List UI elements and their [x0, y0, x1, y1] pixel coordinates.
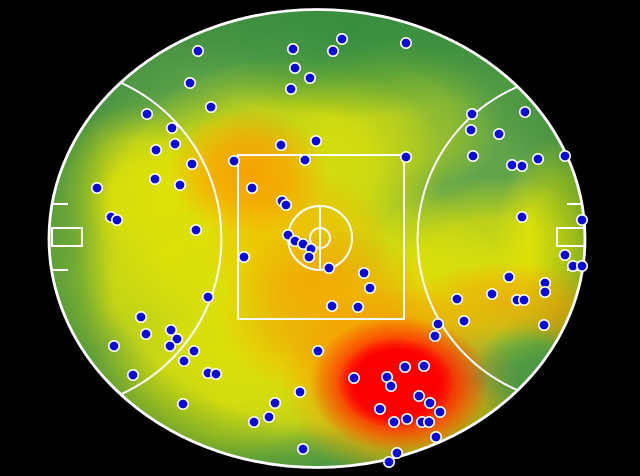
event-dot[interactable]	[210, 367, 223, 380]
event-dot[interactable]	[457, 314, 470, 327]
event-dot[interactable]	[390, 446, 403, 459]
event-dot[interactable]	[279, 199, 292, 212]
event-dot[interactable]	[433, 405, 446, 418]
event-dot[interactable]	[91, 182, 104, 195]
event-dot[interactable]	[262, 410, 275, 423]
fifty-metre-arc	[116, 80, 223, 397]
event-dot[interactable]	[108, 339, 121, 352]
event-dot[interactable]	[149, 173, 162, 186]
event-dot[interactable]	[190, 224, 203, 237]
event-dot[interactable]	[274, 139, 287, 152]
event-dot[interactable]	[357, 266, 370, 279]
event-dot[interactable]	[398, 360, 411, 373]
event-dot[interactable]	[423, 396, 436, 409]
event-dot[interactable]	[387, 415, 400, 428]
event-dot[interactable]	[303, 72, 316, 85]
event-dot[interactable]	[178, 354, 191, 367]
event-dot[interactable]	[412, 389, 425, 402]
event-dot[interactable]	[575, 259, 588, 272]
event-dot[interactable]	[268, 396, 281, 409]
event-dot[interactable]	[465, 108, 478, 121]
event-dot[interactable]	[515, 160, 528, 173]
event-dot[interactable]	[531, 153, 544, 166]
event-dot[interactable]	[382, 455, 395, 468]
field-lines	[47, 8, 587, 469]
event-dot[interactable]	[326, 44, 339, 57]
event-dot[interactable]	[286, 42, 299, 55]
event-dot[interactable]	[188, 344, 201, 357]
event-dot[interactable]	[322, 261, 335, 274]
event-dot[interactable]	[238, 251, 251, 264]
event-dot[interactable]	[428, 329, 441, 342]
event-dot[interactable]	[298, 154, 311, 167]
event-dot[interactable]	[141, 108, 154, 121]
event-dot[interactable]	[186, 158, 199, 171]
event-dot[interactable]	[384, 379, 397, 392]
event-dot[interactable]	[302, 251, 315, 264]
event-dot[interactable]	[205, 101, 218, 114]
event-dot[interactable]	[202, 290, 215, 303]
event-dot[interactable]	[177, 397, 190, 410]
event-dot[interactable]	[171, 332, 184, 345]
event-dot[interactable]	[140, 327, 153, 340]
event-dot[interactable]	[363, 281, 376, 294]
event-dot[interactable]	[296, 442, 309, 455]
event-dot[interactable]	[135, 310, 148, 323]
event-dot[interactable]	[399, 36, 412, 49]
event-dot[interactable]	[492, 128, 505, 141]
event-dot[interactable]	[351, 300, 364, 313]
event-dot[interactable]	[164, 339, 177, 352]
event-dot[interactable]	[246, 182, 259, 195]
event-dot[interactable]	[450, 292, 463, 305]
event-dot[interactable]	[399, 151, 412, 164]
event-dots-layer	[91, 32, 588, 468]
event-dot[interactable]	[309, 135, 322, 148]
event-dot[interactable]	[228, 155, 241, 168]
event-dot[interactable]	[192, 44, 205, 57]
event-dot[interactable]	[373, 402, 386, 415]
event-dot[interactable]	[575, 214, 588, 227]
event-dot[interactable]	[537, 318, 550, 331]
event-dot[interactable]	[165, 323, 178, 336]
event-dot[interactable]	[311, 344, 324, 357]
event-dot[interactable]	[422, 415, 435, 428]
event-dot[interactable]	[431, 317, 444, 330]
event-dot[interactable]	[288, 61, 301, 74]
event-dot[interactable]	[464, 124, 477, 137]
event-dot[interactable]	[284, 83, 297, 96]
event-dot[interactable]	[518, 106, 531, 119]
event-dot[interactable]	[502, 270, 515, 283]
event-dot[interactable]	[335, 32, 348, 45]
event-dot[interactable]	[127, 368, 140, 381]
event-dot[interactable]	[325, 299, 338, 312]
event-dot[interactable]	[293, 385, 306, 398]
event-dot[interactable]	[515, 211, 528, 224]
goal-square-line	[51, 227, 83, 247]
event-dot[interactable]	[166, 122, 179, 135]
event-dot[interactable]	[174, 179, 187, 192]
centre-square-line	[237, 154, 405, 320]
event-dot[interactable]	[347, 371, 360, 384]
event-dot[interactable]	[429, 430, 442, 443]
event-dot[interactable]	[169, 138, 182, 151]
event-dot[interactable]	[538, 285, 551, 298]
event-dot[interactable]	[505, 159, 518, 172]
event-dot[interactable]	[485, 287, 498, 300]
event-dot[interactable]	[150, 144, 163, 157]
event-dot[interactable]	[558, 150, 571, 163]
event-dot[interactable]	[248, 415, 261, 428]
event-dot[interactable]	[184, 77, 197, 90]
event-dot[interactable]	[400, 412, 413, 425]
event-dot[interactable]	[517, 293, 530, 306]
event-dot[interactable]	[558, 249, 571, 262]
event-dot[interactable]	[417, 359, 430, 372]
boundary-line	[47, 8, 587, 469]
event-dot[interactable]	[111, 214, 124, 227]
event-dot[interactable]	[466, 150, 479, 163]
goal-square-line	[556, 227, 585, 247]
